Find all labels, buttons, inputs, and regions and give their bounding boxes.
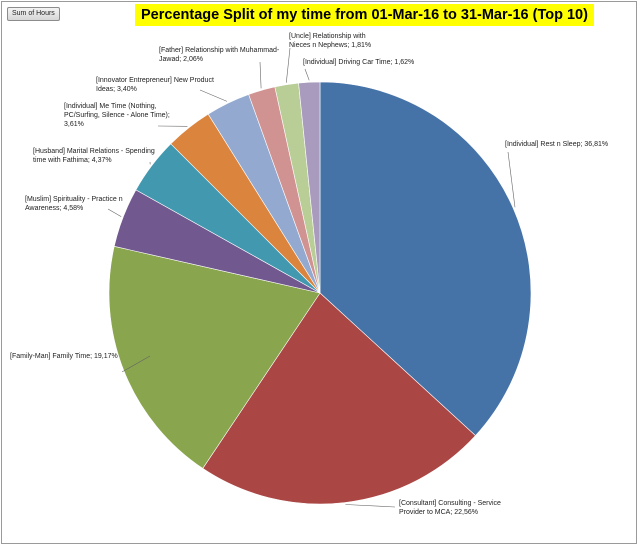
slice-label-8: [Father] Relationship with Muhammad- Jawa…	[159, 47, 280, 63]
slice-label-line: [Consultant] Consulting - Service	[399, 500, 501, 507]
slice-label-9: [Uncle] Relationship with Nieces n Nephew…	[289, 33, 371, 49]
slice-label-line: Nieces n Nephews; 1,81%	[289, 42, 371, 49]
leader-lines	[107, 47, 516, 508]
slice-label-line: [Uncle] Relationship with	[289, 33, 366, 40]
slice-label-line: Provider to MCA; 22,56%	[399, 509, 478, 516]
slice-label-6: [Individual] Me Time (Nothing, PC/Surfing…	[64, 103, 170, 128]
leader-line-10	[304, 68, 310, 81]
slice-labels: [Individual] Rest n Sleep; 36,81% [Consul…	[10, 33, 608, 516]
slice-label-2: [Consultant] Consulting - Service Provide…	[399, 500, 501, 516]
slice-label-1: [Individual] Rest n Sleep; 36,81%	[505, 141, 608, 148]
slice-label-line: 3,61%	[64, 121, 84, 128]
slice-label-line: [Individual] Driving Car Time; 1,62%	[303, 59, 414, 66]
slice-label-line: [Father] Relationship with Muhammad-	[159, 47, 280, 54]
pie-slices	[108, 81, 532, 505]
slice-label-line: [Individual] Me Time (Nothing,	[64, 103, 157, 110]
leader-line-1	[507, 151, 516, 208]
leader-line-9	[286, 47, 291, 83]
leader-line-2	[345, 504, 396, 508]
sum-of-hours-field-button[interactable]: Sum of Hours	[7, 7, 60, 21]
slice-label-line: [Husband] Marital Relations - Spending	[33, 148, 155, 155]
slice-label-line: Jawad; 2,06%	[159, 56, 203, 63]
slice-label-line: Ideas; 3,40%	[96, 86, 137, 93]
slice-label-4: [Muslim] Spirituality - Practice n Awaren…	[25, 196, 123, 212]
slice-label-line: [Family-Man] Family Time; 19,17%	[10, 353, 118, 360]
chart-title: Percentage Split of my time from 01-Mar-…	[135, 4, 594, 26]
slice-label-line: [Innovator Entrepreneur] New Product	[96, 77, 214, 84]
slice-label-3: [Family-Man] Family Time; 19,17%	[10, 353, 118, 360]
leader-line-3	[121, 355, 151, 373]
leader-line-8	[259, 61, 262, 89]
pie-slice-1[interactable]	[319, 81, 532, 437]
slice-label-7: [Innovator Entrepreneur] New Product Idea…	[96, 77, 214, 93]
slice-label-line: [Individual] Rest n Sleep; 36,81%	[505, 141, 608, 148]
leader-line-7	[199, 89, 228, 102]
slice-label-5: [Husband] Marital Relations - Spending ti…	[33, 148, 155, 164]
slice-label-line: Awareness; 4,58%	[25, 205, 83, 212]
pie-slice-2[interactable]	[202, 292, 476, 505]
slice-label-line: time with Fathima; 4,37%	[33, 157, 112, 164]
pie-slice-10[interactable]	[298, 81, 321, 294]
slice-label-10: [Individual] Driving Car Time; 1,62%	[303, 59, 414, 66]
slice-label-line: [Muslim] Spirituality - Practice n	[25, 196, 123, 203]
slice-label-line: PC/Surfing, Silence - Alone Time);	[64, 112, 170, 119]
leader-line-4	[107, 208, 122, 217]
